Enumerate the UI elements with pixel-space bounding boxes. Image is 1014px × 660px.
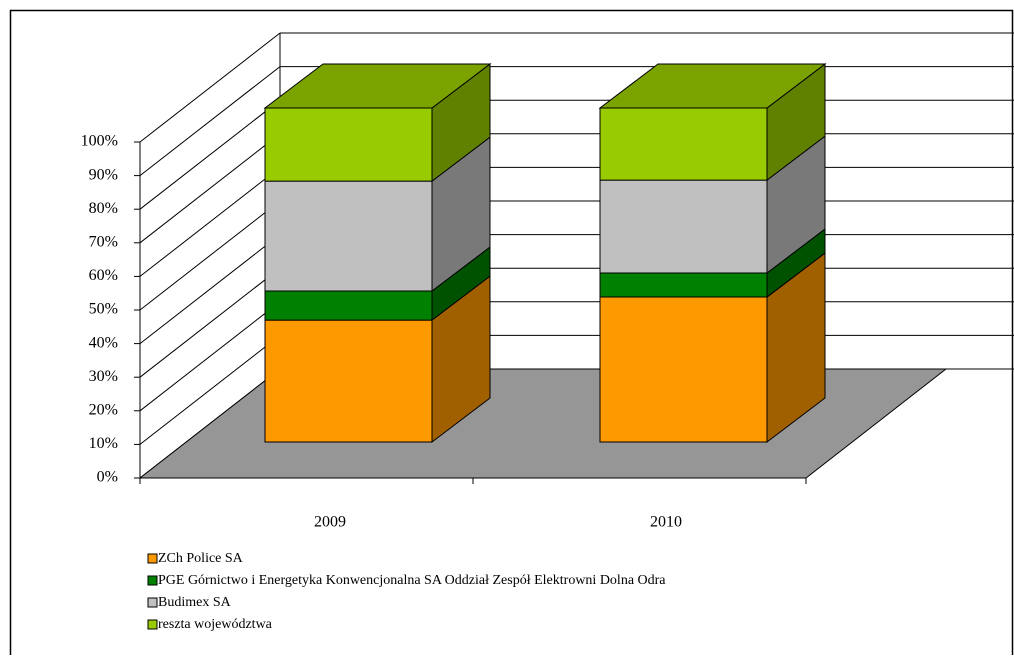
y-tick-label: 50%: [89, 301, 118, 318]
bar-front: [599, 107, 768, 181]
side-grid-line: [139, 267, 281, 378]
side-grid-line: [139, 133, 281, 244]
bar-front: [599, 179, 768, 274]
y-tick-label: 90%: [89, 166, 118, 183]
y-tick-label: 100%: [81, 133, 118, 150]
side-grid-line: [139, 32, 281, 143]
y-tick-label: 10%: [89, 435, 118, 452]
y-tick-label: 20%: [89, 401, 118, 418]
side-grid-line: [139, 301, 281, 412]
bar-front: [599, 272, 768, 298]
x-tick-label: 2009: [314, 514, 346, 531]
x-tick-label: 2010: [650, 514, 682, 531]
legend-label: reszta województwa: [158, 617, 273, 632]
bar-segment: [263, 62, 492, 183]
side-grid-line: [139, 234, 281, 344]
bar-top: [263, 63, 492, 109]
side-grid-line: [139, 335, 281, 445]
side-grid-line: [139, 167, 281, 277]
bar-front: [599, 296, 768, 443]
y-tick-label: 70%: [89, 233, 118, 250]
legend-swatch: [147, 619, 158, 630]
y-tick-label: 30%: [89, 368, 118, 385]
legend-swatch: [147, 553, 158, 564]
bar-front: [264, 107, 433, 182]
side-grid-line: [139, 99, 281, 210]
bar-segment: [599, 135, 826, 275]
legend-label: PGE Górnictwo i Energetyka Konwencjonaln…: [158, 573, 666, 588]
y-tick-label: 0%: [97, 469, 118, 486]
bar-top: [598, 63, 827, 109]
bar-front: [264, 319, 433, 443]
chart-border: [9, 9, 1014, 660]
bar-segment: [264, 275, 491, 444]
legend-swatch: [147, 575, 158, 586]
side-grid-line: [139, 66, 281, 176]
bar-segment: [264, 246, 491, 322]
legend-swatch: [147, 597, 158, 608]
bar-front: [264, 290, 433, 321]
side-grid-line: [139, 200, 281, 311]
bar-segment: [598, 62, 827, 182]
y-tick-label: 80%: [89, 200, 118, 217]
bar-segment: [599, 252, 826, 444]
bar-front: [264, 180, 433, 292]
legend-label: ZCh Police SA: [158, 551, 244, 566]
y-tick-label: 60%: [89, 267, 118, 284]
y-tick-label: 40%: [89, 334, 118, 351]
legend-label: Budimex SA: [158, 595, 232, 610]
